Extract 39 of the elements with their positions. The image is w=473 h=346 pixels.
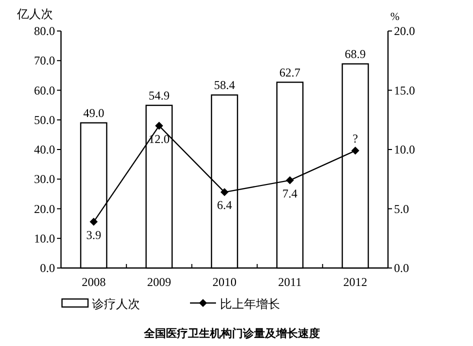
y-tick-label: 50.0 [34,112,55,127]
data-label: 68.9 [344,46,366,61]
data-label: 3.9 [86,228,102,242]
y-tick-label: 20.0 [34,202,55,216]
data-label: 6.4 [217,198,232,212]
data-label: 49.0 [83,106,104,120]
y-axis-title: 亿人次 [16,7,53,21]
point [155,122,164,130]
y-tick-label: 70.0 [34,54,55,68]
y2-tick-label: 10.0 [394,142,415,156]
y2-tick-label: 5.0 [394,202,409,216]
data-label: ? [352,132,358,146]
x-tick-label: 2008 [82,275,106,289]
y2-axis-title: % [390,11,400,23]
y-tick-label: 80.0 [34,24,55,38]
y2-tick-label: 15.0 [394,83,415,98]
legend-label: 比上年增长 [220,297,280,311]
y-tick-label: 30.0 [34,172,55,186]
y-tick-label: 60.0 [34,83,55,98]
point [90,218,98,226]
y-tick-label: 10.0 [34,231,55,246]
data-label: 58.4 [214,78,235,92]
data-label: 62.7 [279,65,300,80]
x-tick-label: 2012 [343,275,368,289]
data-label: 12.0 [148,132,170,146]
x-tick-label: 2009 [147,275,172,289]
point [351,146,360,155]
data-label: 54.9 [148,88,170,102]
x-tick-label: 2010 [212,275,236,289]
legend-label: 诊疗人次 [92,297,140,311]
y-tick-label: 0.0 [40,261,55,275]
text: 全国医疗卫生机构门诊量及增长速度 [143,327,320,340]
point [286,176,294,184]
x-tick-label: 2011 [278,275,302,289]
data-label: 7.4 [282,186,298,200]
y-tick-label: 40.0 [34,142,55,156]
y2-tick-label: 20.0 [394,24,415,38]
point [220,188,228,196]
y2-tick-label: 0.0 [394,261,409,275]
